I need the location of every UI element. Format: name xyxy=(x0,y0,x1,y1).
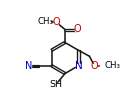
Bar xyxy=(53,82,60,86)
Bar xyxy=(76,64,81,68)
Bar xyxy=(100,64,109,68)
Text: O: O xyxy=(91,61,98,71)
Bar xyxy=(92,64,97,68)
Text: N: N xyxy=(25,61,33,71)
Bar xyxy=(40,20,50,24)
Text: CH₃: CH₃ xyxy=(37,18,53,26)
Text: N: N xyxy=(75,61,82,71)
Text: O: O xyxy=(52,17,60,27)
Bar xyxy=(27,64,31,68)
Text: O: O xyxy=(73,24,81,34)
Bar xyxy=(75,28,80,31)
Text: CH₃: CH₃ xyxy=(104,61,120,70)
Text: SH: SH xyxy=(50,80,63,89)
Bar xyxy=(54,20,58,24)
